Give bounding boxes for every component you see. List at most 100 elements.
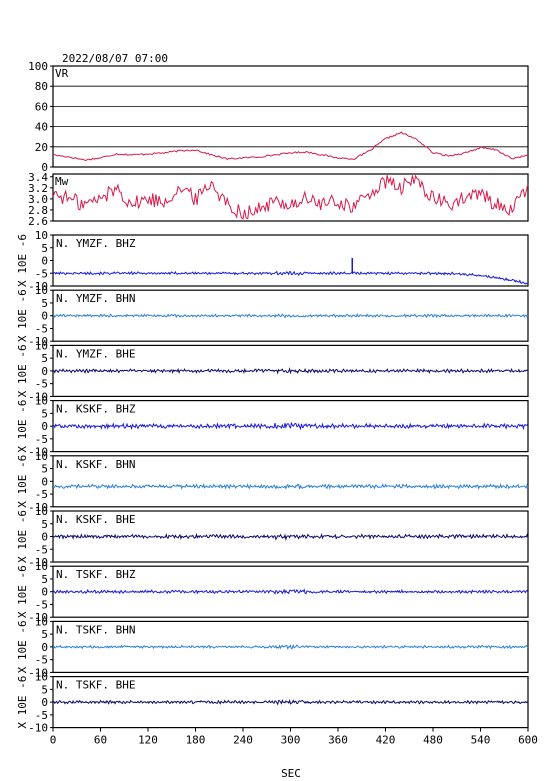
trace-tick-label: 10: [35, 560, 48, 573]
vr-frame: [52, 65, 529, 168]
mw-tick-label: 3.4: [28, 171, 48, 184]
mw-series-line: [52, 174, 529, 220]
mw-tick-label: 2.6: [28, 215, 48, 228]
waveform-n-ymzf-bhz: [52, 270, 529, 285]
trace-tick-label: 0: [41, 531, 48, 544]
trace-tick-label: 10: [35, 284, 48, 297]
trace-tick-label: 5: [41, 297, 48, 310]
timestamp-label: 2022/08/07 07:00: [62, 52, 168, 65]
trace-tick-label: 5: [41, 628, 48, 641]
trace-tick-label: 5: [41, 463, 48, 476]
trace-tick-label: -5: [35, 543, 48, 556]
trace-tick-label: -10: [28, 666, 48, 679]
trace-ylabel: X 10E -6: [16, 510, 29, 563]
trace-tick-label: -5: [35, 654, 48, 667]
trace-tick-label: 0: [41, 420, 48, 433]
trace-tick-label: 10: [35, 229, 48, 242]
trace-tick-label: 0: [41, 586, 48, 599]
trace-tick-label: 10: [35, 671, 48, 684]
vr-panel-label: VR: [55, 67, 69, 80]
vr-tick-label: 60: [35, 100, 48, 113]
trace-tick-label: -10: [28, 390, 48, 403]
trace-tick-label: -10: [28, 335, 48, 348]
vr-tick-label: 80: [35, 80, 48, 93]
vr-tick-label: 20: [35, 141, 48, 154]
trace-ylabel: X 10E -6: [16, 344, 29, 397]
trace-tick-label: 0: [41, 310, 48, 323]
waveform-n-tskf-bhn: [52, 643, 529, 651]
trace-label-n-ymzf-bhn: N. YMZF. BHN: [56, 292, 135, 305]
trace-tick-label: -10: [28, 611, 48, 624]
trace-tick-label: 0: [41, 365, 48, 378]
vr-tick-label: 40: [35, 121, 48, 134]
trace-tick-label: -5: [35, 433, 48, 446]
trace-ylabel: X 10E -6: [16, 289, 29, 342]
trace-tick-label: 5: [41, 518, 48, 531]
trace-tick-label: -5: [35, 488, 48, 501]
mw-tick-label: 2.8: [28, 204, 48, 217]
trace-ylabel: X 10E -6: [16, 676, 29, 729]
trace-ylabel: X 10E -6: [16, 620, 29, 673]
trace-ylabel: X 10E -6: [16, 234, 29, 287]
trace-tick-label: 5: [41, 352, 48, 365]
trace-tick-label: 0: [41, 475, 48, 488]
x-tick-label: 600: [518, 734, 538, 747]
x-tick-label: 60: [94, 734, 107, 747]
trace-tick-label: 5: [41, 242, 48, 255]
trace-tick-label: 5: [41, 573, 48, 586]
trace-tick-label: -5: [35, 267, 48, 280]
waveform-n-ymzf-bhn: [52, 313, 529, 319]
trace-ylabel: X 10E -6: [16, 565, 29, 618]
x-tick-label: 540: [471, 734, 491, 747]
trace-label-n-kskf-bhe: N. KSKF. BHE: [56, 513, 135, 526]
waveform-n-tskf-bhe: [52, 699, 529, 706]
vr-tick-label: 100: [28, 60, 48, 73]
waveform-n-kskf-bhz: [52, 421, 529, 431]
trace-tick-label: -10: [28, 446, 48, 459]
trace-label-n-kskf-bhn: N. KSKF. BHN: [56, 458, 135, 471]
trace-tick-label: 0: [41, 255, 48, 268]
trace-tick-label: -5: [35, 378, 48, 391]
trace-tick-label: -5: [35, 598, 48, 611]
trace-tick-label: 10: [35, 395, 48, 408]
mw-tick-label: 3.0: [28, 193, 48, 206]
mw-tick-label: 3.2: [28, 182, 48, 195]
x-tick-label: 420: [376, 734, 396, 747]
trace-ylabel: X 10E -6: [16, 455, 29, 508]
x-tick-label: 180: [186, 734, 206, 747]
trace-tick-label: 10: [35, 505, 48, 518]
waveform-n-kskf-bhe: [52, 532, 529, 542]
trace-tick-label: 10: [35, 450, 48, 463]
mw-frame: [52, 173, 529, 222]
waveform-n-ymzf-bhe: [52, 367, 529, 375]
trace-label-n-ymzf-bhz: N. YMZF. BHZ: [56, 237, 136, 250]
x-axis-label: SEC: [281, 767, 301, 780]
trace-label-n-ymzf-bhe: N. YMZF. BHE: [56, 347, 135, 360]
trace-tick-label: 10: [35, 615, 48, 628]
trace-tick-label: -5: [35, 322, 48, 335]
x-tick-label: 480: [423, 734, 443, 747]
trace-tick-label: -10: [28, 280, 48, 293]
trace-ylabel: X 10E -6: [16, 400, 29, 453]
trace-label-n-kskf-bhz: N. KSKF. BHZ: [56, 403, 136, 416]
vr-series-line: [52, 131, 529, 161]
x-tick-label: 300: [281, 734, 301, 747]
mw-panel-label: Mw: [55, 175, 69, 188]
trace-label-n-tskf-bhe: N. TSKF. BHE: [56, 679, 135, 692]
x-tick-label: 0: [50, 734, 57, 747]
waveform-n-kskf-bhn: [52, 482, 529, 490]
trace-tick-label: 0: [41, 641, 48, 654]
trace-tick-label: -10: [28, 556, 48, 569]
vr-tick-label: 0: [41, 161, 48, 174]
trace-tick-label: 5: [41, 407, 48, 420]
trace-tick-label: -5: [35, 709, 48, 722]
waveform-n-tskf-bhz: [52, 588, 529, 595]
trace-tick-label: 0: [41, 696, 48, 709]
x-tick-label: 360: [328, 734, 348, 747]
trace-label-n-tskf-bhz: N. TSKF. BHZ: [56, 568, 136, 581]
trace-label-n-tskf-bhn: N. TSKF. BHN: [56, 623, 135, 636]
x-tick-label: 120: [138, 734, 158, 747]
trace-tick-label: 10: [35, 339, 48, 352]
